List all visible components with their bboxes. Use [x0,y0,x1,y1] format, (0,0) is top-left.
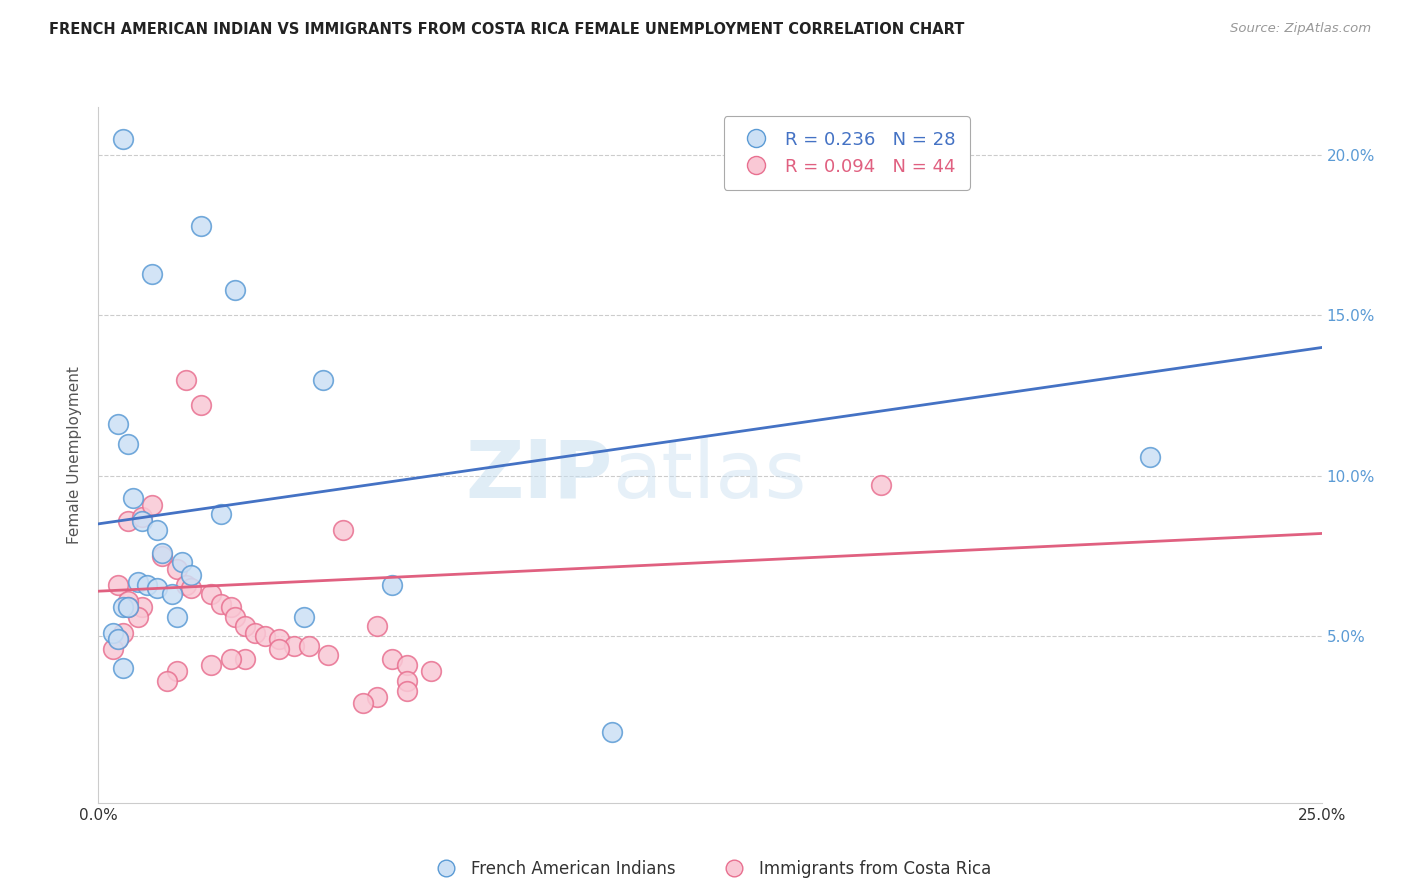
Point [233,619,256,633]
Point [170,555,193,569]
Text: FRENCH AMERICAN INDIAN VS IMMIGRANTS FROM COSTA RICA FEMALE UNEMPLOYMENT CORRELA: FRENCH AMERICAN INDIAN VS IMMIGRANTS FRO… [49,22,965,37]
Point [117,436,139,450]
Point [117,600,139,615]
Point [381,651,404,665]
Point [127,610,149,624]
Point [146,581,169,595]
Text: atlas: atlas [612,437,807,515]
Y-axis label: Female Unemployment: Female Unemployment [67,366,83,544]
Point [366,690,388,704]
Point [156,673,179,688]
Point [200,657,222,672]
Point [101,625,124,640]
Point [298,639,321,653]
Point [395,673,418,688]
Point [224,610,246,624]
Point [131,600,153,615]
Point [107,632,129,647]
Point [395,657,418,672]
Point [107,417,129,432]
Point [219,651,242,665]
Point [111,132,134,146]
Point [150,546,173,560]
Point [150,549,173,563]
Point [219,600,242,615]
Point [160,587,183,601]
Point [312,373,335,387]
Point [253,629,276,643]
Point [209,507,232,521]
Point [117,600,139,615]
Point [131,514,153,528]
Point [1139,450,1161,464]
Point [269,632,291,647]
Point [107,632,129,647]
Point [101,641,124,656]
Point [107,578,129,592]
Point [283,639,305,653]
Point [141,267,163,281]
Point [141,498,163,512]
Point [600,725,623,739]
Point [176,373,198,387]
Point [131,510,153,524]
Point [292,610,315,624]
Point [127,574,149,589]
Point [190,219,212,233]
Point [136,578,159,592]
Point [352,697,374,711]
Point [166,610,188,624]
Point [180,581,202,595]
Point [121,491,143,506]
Point [111,600,134,615]
Text: Source: ZipAtlas.com: Source: ZipAtlas.com [1230,22,1371,36]
Text: ZIP: ZIP [465,437,612,515]
Point [111,661,134,675]
Point [269,641,291,656]
Point [243,625,266,640]
Point [366,619,388,633]
Point [420,665,443,679]
Point [870,478,893,492]
Point [176,578,198,592]
Point [224,283,246,297]
Point [117,514,139,528]
Point [200,587,222,601]
Point [146,523,169,537]
Point [318,648,340,663]
Point [166,665,188,679]
Point [180,568,202,582]
Point [117,594,139,608]
Point [233,651,256,665]
Point [111,625,134,640]
Legend: French American Indians, Immigrants from Costa Rica: French American Indians, Immigrants from… [422,854,998,885]
Point [209,597,232,611]
Point [190,398,212,412]
Point [381,578,404,592]
Point [166,562,188,576]
Point [395,683,418,698]
Point [332,523,354,537]
